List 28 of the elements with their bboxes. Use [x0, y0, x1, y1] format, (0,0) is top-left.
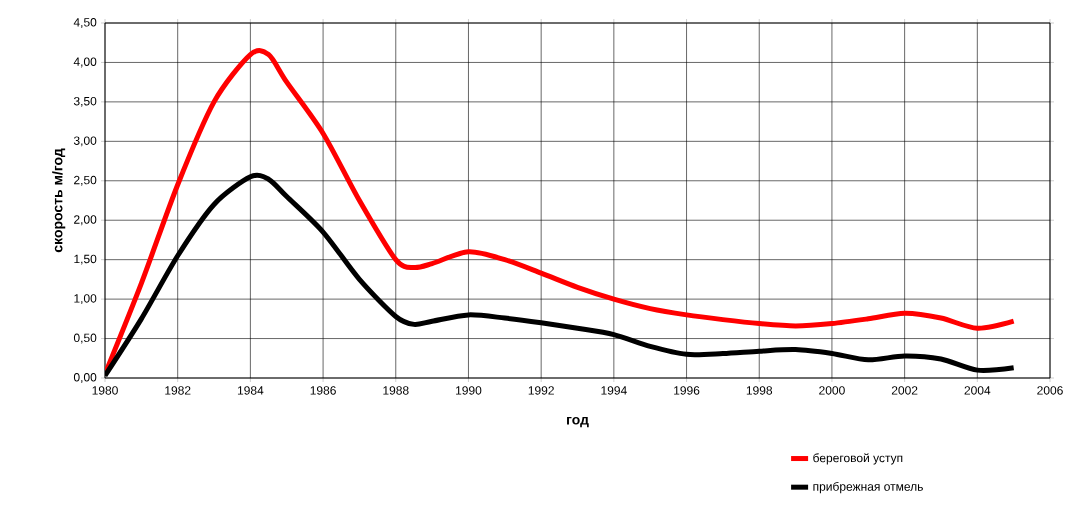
x-tick-label: 1992 — [528, 386, 554, 395]
x-tick-label: 2006 — [1037, 386, 1063, 395]
x-tick-label: 2002 — [891, 386, 918, 395]
x-tick-label: 1982 — [165, 386, 191, 395]
x-tick-label: 1980 — [92, 386, 118, 395]
y-tick-label: 0,00 — [73, 373, 97, 383]
y-tick-label: 4,50 — [73, 18, 97, 28]
legend-label: береговой уступ — [813, 453, 903, 465]
x-tick-label: 1990 — [456, 386, 482, 395]
y-tick-label: 2,00 — [74, 215, 97, 226]
y-tick-label: 0,50 — [73, 333, 97, 344]
x-tick-label: 2000 — [819, 386, 845, 395]
y-axis-title: скорость м/год — [52, 148, 66, 253]
y-tick-label: 1,00 — [74, 294, 97, 305]
x-tick-label: 1996 — [674, 386, 700, 395]
x-tick-label: 1984 — [237, 386, 264, 395]
legend-label: прибрежная отмель — [813, 481, 923, 494]
x-tick-label: 1988 — [383, 386, 409, 395]
x-tick-label: 1998 — [746, 386, 773, 395]
x-axis-title: год — [567, 416, 589, 428]
y-tick-label: 1,50 — [74, 254, 97, 265]
y-tick-label: 4,00 — [73, 57, 97, 68]
y-tick-label: 3,50 — [73, 96, 97, 107]
x-tick-label: 2004 — [964, 386, 991, 395]
y-tick-label: 3,00 — [73, 136, 97, 147]
y-tick-label: 2,50 — [74, 175, 97, 186]
x-tick-label: 1994 — [601, 386, 627, 395]
x-tick-label: 1986 — [310, 386, 336, 395]
